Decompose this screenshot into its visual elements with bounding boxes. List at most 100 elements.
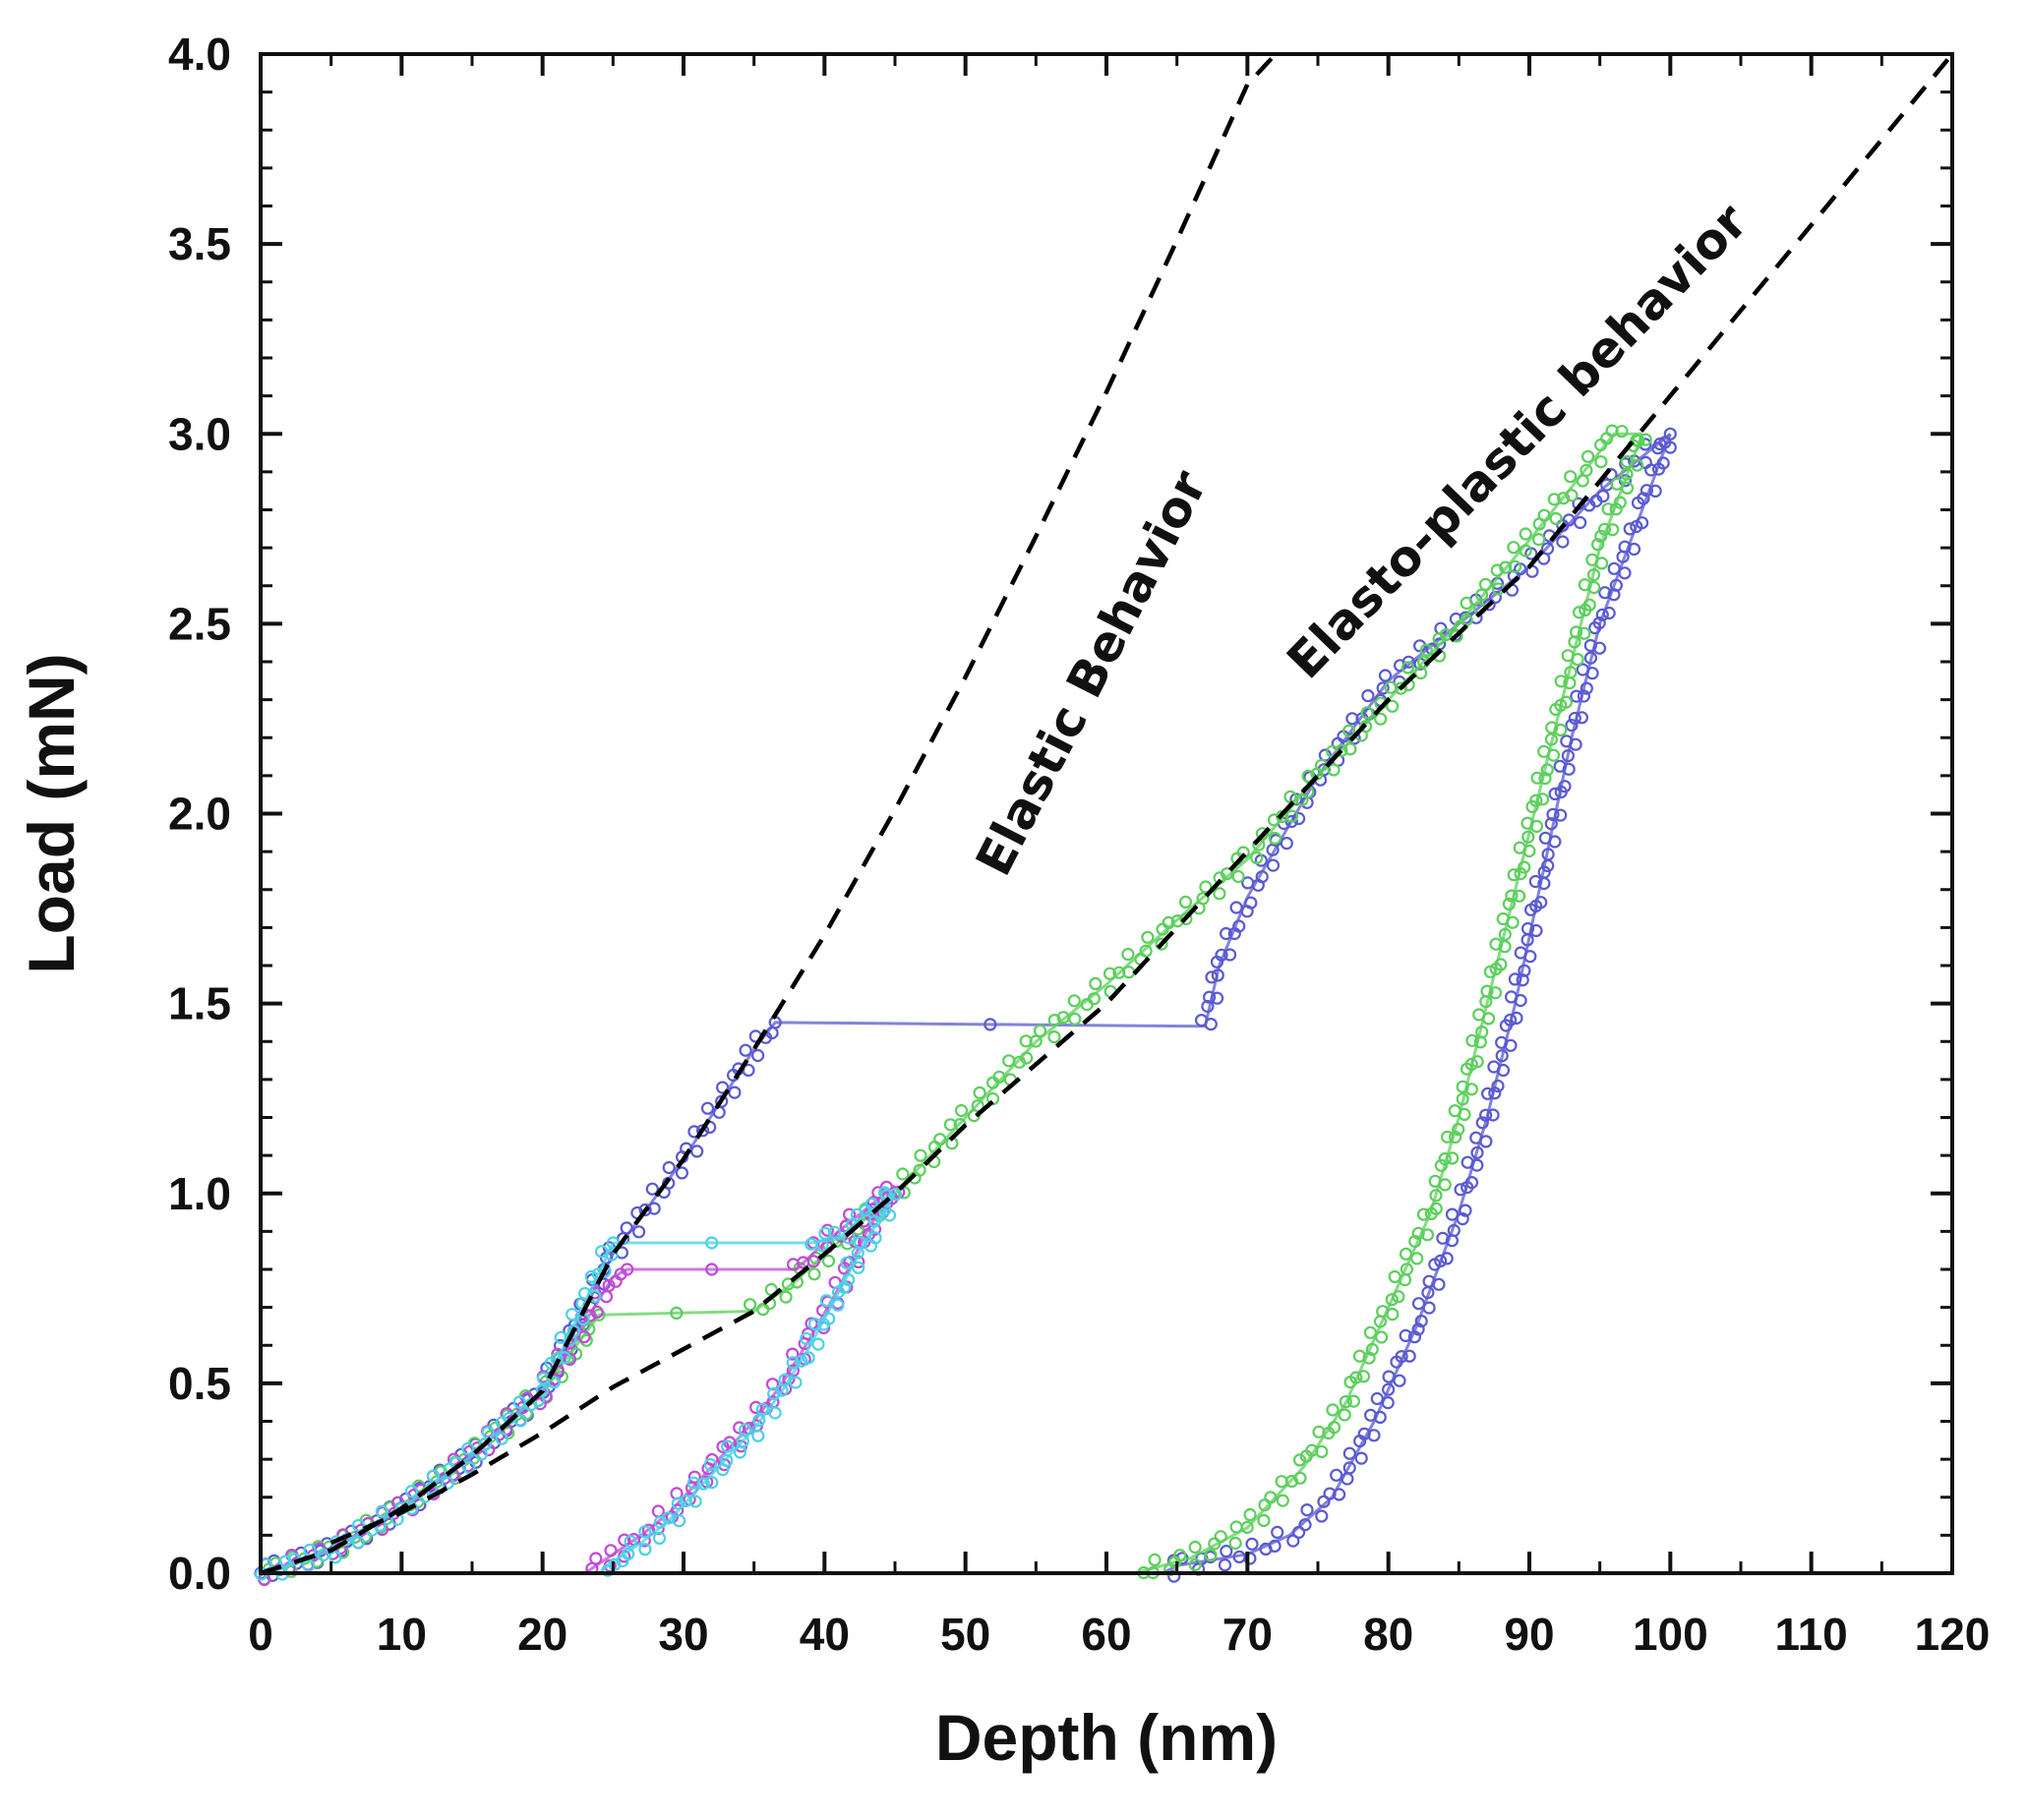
y-tick-label: 3.5 — [168, 218, 231, 269]
series-2-point — [1470, 1055, 1484, 1069]
series-1-point — [1576, 663, 1589, 676]
series-2-point — [1478, 577, 1493, 592]
series-1-point — [1488, 1086, 1502, 1100]
series-2-point — [821, 1254, 836, 1268]
series-4-point — [716, 1462, 730, 1477]
series-1-point — [1663, 427, 1677, 440]
series-2-point — [1448, 1104, 1461, 1118]
series-1-point — [1470, 1145, 1484, 1159]
series-2-point — [943, 1118, 958, 1132]
series-4-point — [351, 1518, 366, 1532]
series-2-point — [1243, 1507, 1257, 1522]
series-2-point — [1029, 1034, 1043, 1048]
series-2-point — [1434, 1158, 1449, 1172]
series-4-point — [481, 1426, 495, 1439]
series-1-point — [1561, 748, 1576, 763]
series-4-point — [375, 1504, 388, 1518]
fit-curves — [260, 52, 1954, 1576]
series-2-point — [1047, 1029, 1061, 1044]
series-2-point — [1428, 1174, 1442, 1188]
series-2-point — [1507, 541, 1520, 555]
series-1-point — [1399, 1328, 1412, 1343]
series-1-point — [1651, 462, 1666, 476]
series-1-point — [695, 1124, 710, 1138]
y-axis-title: Load (mN) — [15, 653, 88, 973]
series-4-point — [751, 1429, 765, 1442]
series-1-point — [638, 1203, 652, 1217]
series-1-point — [1244, 896, 1258, 910]
y-tick-label: 3.0 — [168, 408, 231, 459]
series-1-point — [1537, 876, 1551, 891]
series-1-point — [1528, 874, 1542, 889]
series-1-point — [1554, 808, 1568, 822]
series-1-point — [1480, 1086, 1495, 1100]
series-1-point — [1289, 793, 1303, 806]
series-4-point — [815, 1239, 829, 1253]
series-2-point — [1258, 1497, 1272, 1512]
series-4-point — [888, 1188, 903, 1202]
series-3-point — [602, 1278, 616, 1293]
series-1-point — [1411, 1322, 1425, 1336]
series-2-point — [1327, 763, 1341, 777]
series-4-point — [606, 1236, 620, 1250]
x-tick-label: 10 — [377, 1609, 427, 1660]
series-2-point — [1416, 1207, 1431, 1221]
series-1-point — [1616, 550, 1630, 563]
series-1-point — [1607, 588, 1621, 602]
series-2-point — [1525, 799, 1539, 814]
series-3-point — [563, 1352, 577, 1367]
series-1-point — [1259, 1542, 1273, 1556]
series-1-point — [1232, 919, 1246, 933]
series-1-point — [1644, 463, 1658, 477]
series-4-point — [461, 1441, 475, 1455]
series-2-point — [1512, 889, 1526, 903]
series-1-point — [1486, 1108, 1500, 1122]
fit-curve-2 — [329, 52, 1954, 1546]
series-2-point — [1520, 816, 1534, 830]
series-2-point — [1610, 477, 1624, 491]
series-1-point — [1202, 990, 1217, 1004]
series-4-point — [768, 1406, 782, 1420]
series-1-point — [1491, 1079, 1505, 1093]
series-1-point — [1570, 689, 1583, 703]
series-3-point — [604, 1544, 618, 1557]
series-2-point — [1483, 965, 1497, 978]
series-4-point — [818, 1226, 832, 1241]
series-1-point — [1401, 655, 1415, 669]
series-2-point — [1360, 706, 1374, 720]
series-2-point — [1613, 496, 1627, 509]
series-1-point — [1381, 1382, 1396, 1396]
series-1-point — [1266, 858, 1281, 872]
series-2-point — [1580, 449, 1595, 463]
series-1-point — [1495, 1049, 1509, 1063]
series-4-point — [852, 1261, 865, 1274]
series-2-point — [1514, 866, 1527, 881]
series-2-point — [1276, 1494, 1289, 1507]
series-1-point — [1414, 1314, 1428, 1328]
series-2-point — [807, 1267, 821, 1281]
series-1-point — [1540, 542, 1555, 556]
series-4-point — [733, 1445, 747, 1459]
series-1-point — [1315, 1509, 1329, 1523]
series-1-point — [1580, 681, 1593, 695]
series-2-point — [1460, 1062, 1474, 1076]
series-4-point — [462, 1460, 476, 1475]
series-2-point — [1572, 606, 1586, 619]
series-1-point — [1284, 814, 1298, 829]
series-1-point — [1602, 606, 1616, 620]
x-tick-label: 50 — [940, 1609, 990, 1660]
series-2-point — [1620, 454, 1635, 469]
series-1-point — [1475, 1116, 1489, 1130]
series-1-point — [1583, 638, 1597, 653]
series-2-point — [1220, 866, 1234, 881]
series-1-point — [1201, 999, 1215, 1014]
series-1-point — [1363, 1408, 1378, 1422]
series-2-point — [1496, 911, 1510, 926]
series-2-point — [1228, 1536, 1242, 1551]
series-1-point — [1514, 946, 1527, 960]
series-2-point — [1358, 720, 1373, 734]
series-2-point — [1178, 895, 1193, 910]
series-1-point — [1575, 711, 1589, 725]
series-2-point — [1578, 626, 1591, 640]
series-1-point — [1588, 620, 1602, 635]
